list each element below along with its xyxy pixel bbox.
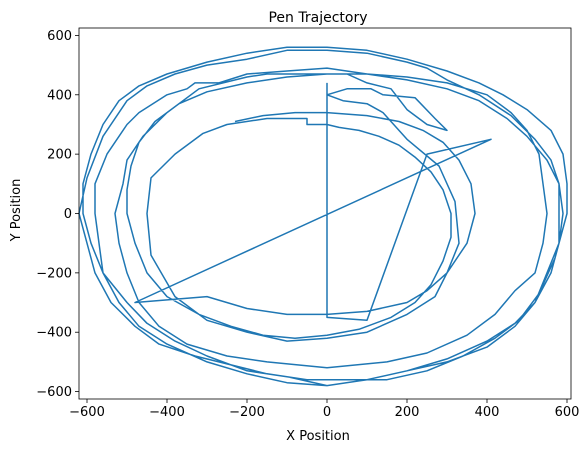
x-tick-label: −600 (69, 405, 105, 420)
y-tick-label: 400 (47, 88, 72, 103)
y-tick-label: −200 (36, 266, 72, 281)
x-axis-title: X Position (286, 429, 350, 444)
x-tick-label: 200 (395, 405, 420, 420)
x-tick-label: 0 (323, 405, 331, 420)
x-tick-label: −200 (229, 405, 265, 420)
y-tick-label: −600 (36, 385, 72, 400)
y-tick-label: 600 (47, 29, 72, 44)
x-tick-label: 600 (555, 405, 580, 420)
y-tick-label: −400 (36, 326, 72, 341)
x-tick-label: 400 (475, 405, 500, 420)
y-axis-title: Y Position (9, 179, 24, 243)
chart-title: Pen Trajectory (268, 10, 367, 26)
trajectory-line-0 (78, 46, 568, 387)
x-tick-label: −400 (149, 405, 185, 420)
y-tick-label: 200 (47, 148, 72, 163)
y-tick-label: 0 (64, 207, 72, 222)
